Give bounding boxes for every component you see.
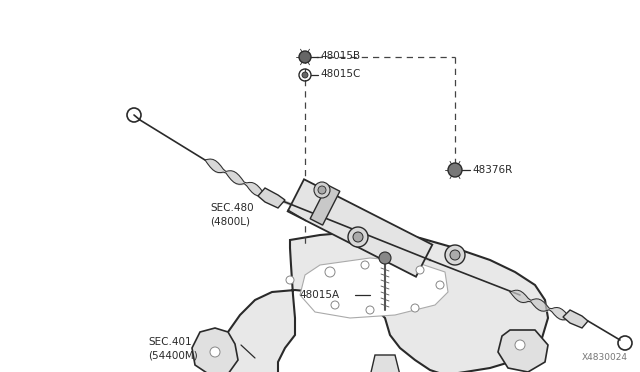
Circle shape [379, 252, 391, 264]
Text: 48015B: 48015B [320, 51, 360, 61]
Polygon shape [368, 355, 400, 372]
Circle shape [325, 267, 335, 277]
Circle shape [348, 227, 368, 247]
Circle shape [314, 182, 330, 198]
Polygon shape [218, 232, 548, 372]
Text: 48015A: 48015A [300, 290, 340, 300]
Circle shape [448, 163, 462, 177]
Circle shape [210, 347, 220, 357]
Text: 48015C: 48015C [320, 69, 360, 79]
Text: (4800L): (4800L) [210, 217, 250, 227]
Polygon shape [300, 258, 448, 318]
Text: (54400M): (54400M) [148, 351, 198, 361]
Circle shape [411, 304, 419, 312]
Text: SEC.480: SEC.480 [210, 203, 253, 213]
Circle shape [331, 301, 339, 309]
Circle shape [445, 245, 465, 265]
Circle shape [450, 250, 460, 260]
Circle shape [515, 340, 525, 350]
Circle shape [299, 51, 311, 63]
Polygon shape [310, 185, 340, 225]
Circle shape [302, 72, 308, 78]
Text: 48376R: 48376R [472, 165, 512, 175]
Circle shape [416, 266, 424, 274]
Circle shape [353, 232, 363, 242]
Polygon shape [258, 188, 285, 208]
Text: X4830024: X4830024 [582, 353, 628, 362]
Circle shape [286, 276, 294, 284]
Polygon shape [192, 328, 238, 372]
Text: SEC.401: SEC.401 [148, 337, 191, 347]
Circle shape [366, 306, 374, 314]
Polygon shape [563, 310, 588, 328]
Circle shape [436, 281, 444, 289]
Circle shape [318, 186, 326, 194]
Polygon shape [287, 179, 433, 277]
Polygon shape [498, 330, 548, 372]
Circle shape [361, 261, 369, 269]
